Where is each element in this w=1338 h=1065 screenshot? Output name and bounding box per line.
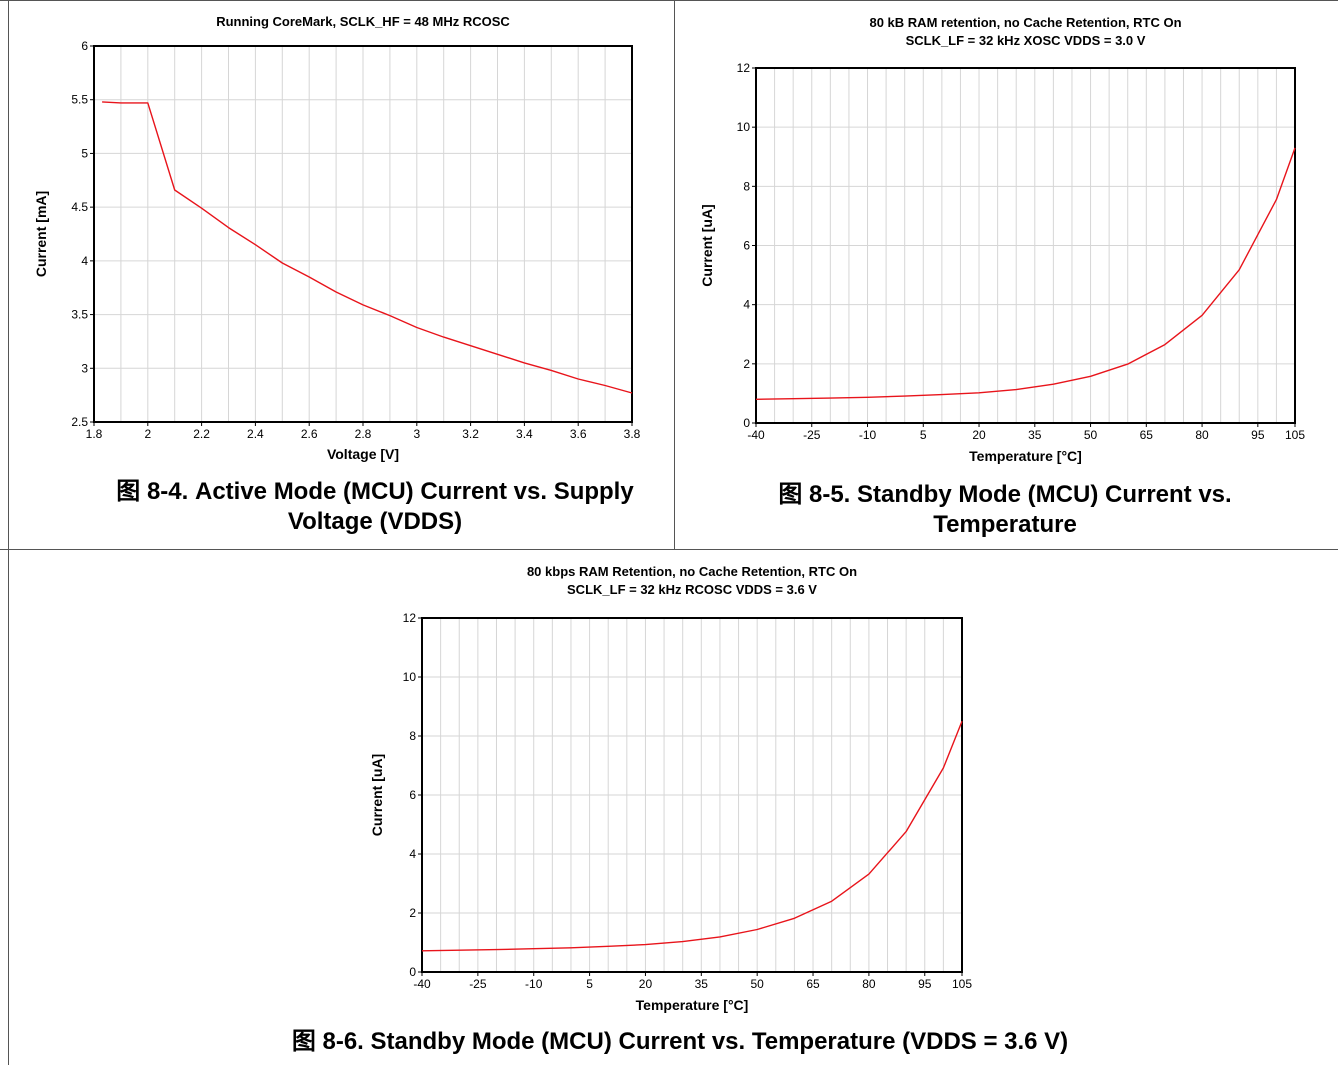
x-tick-label: 20 [972, 428, 986, 442]
y-axis-label: Current [uA] [699, 204, 715, 286]
x-tick-label: 65 [1140, 428, 1154, 442]
y-tick-label: 10 [403, 670, 417, 684]
figure-caption-8-5: 图 8-5. Standby Mode (MCU) Current vs. Te… [778, 481, 1232, 538]
y-axis-label: Current [uA] [369, 754, 385, 836]
x-axis-label: Temperature [°C] [969, 448, 1082, 464]
x-tick-label: 80 [862, 977, 876, 991]
y-tick-label: 2 [743, 357, 750, 371]
y-tick-label: 4 [743, 298, 750, 312]
x-tick-label: 105 [1285, 428, 1305, 442]
y-tick-label: 3 [81, 361, 88, 375]
y-tick-label: 6 [743, 239, 750, 253]
x-tick-label: -40 [413, 977, 431, 991]
y-tick-label: 2 [409, 906, 416, 920]
y-tick-label: 3.5 [71, 308, 88, 322]
y-tick-label: 4.5 [71, 200, 88, 214]
x-tick-label: 3.4 [516, 427, 533, 441]
chart-subtitle: SCLK_LF = 32 kHz XOSC VDDS = 3.0 V [906, 33, 1146, 48]
x-tick-label: 2.6 [301, 427, 318, 441]
x-tick-label: 3.8 [624, 427, 641, 441]
x-tick-label: 2.4 [247, 427, 264, 441]
x-tick-label: 95 [918, 977, 932, 991]
x-tick-label: 2.2 [193, 427, 210, 441]
x-tick-label: -10 [859, 428, 877, 442]
y-tick-label: 5.5 [71, 93, 88, 107]
table-border-divider [674, 0, 675, 549]
x-tick-label: -40 [747, 428, 765, 442]
y-tick-label: 2.5 [71, 415, 88, 429]
x-tick-label: 5 [586, 977, 593, 991]
y-tick-label: 0 [409, 965, 416, 979]
series-line-current [102, 101, 633, 394]
figure-caption-8-6: 图 8-6. Standby Mode (MCU) Current vs. Te… [291, 1028, 1069, 1055]
y-tick-label: 0 [743, 416, 750, 430]
x-axis-label: Voltage [V] [327, 446, 399, 462]
y-tick-label: 12 [403, 611, 417, 625]
x-tick-label: 2.8 [355, 427, 372, 441]
x-tick-label: 35 [695, 977, 709, 991]
y-tick-label: 4 [409, 847, 416, 861]
x-tick-label: -25 [803, 428, 821, 442]
chart-title: 80 kB RAM retention, no Cache Retention,… [869, 15, 1181, 30]
y-tick-label: 5 [81, 146, 88, 160]
x-tick-label: 3 [413, 427, 420, 441]
table-border-middle [0, 549, 1338, 550]
x-tick-label: 3.2 [462, 427, 479, 441]
y-tick-label: 12 [737, 61, 751, 75]
x-tick-label: 3.6 [570, 427, 587, 441]
x-tick-label: 20 [639, 977, 653, 991]
x-tick-label: 2 [144, 427, 151, 441]
x-tick-label: 5 [920, 428, 927, 442]
chart-title: 80 kbps RAM Retention, no Cache Retentio… [527, 564, 857, 579]
y-tick-label: 8 [743, 179, 750, 193]
x-tick-label: 65 [806, 977, 820, 991]
chart-title: Running CoreMark, SCLK_HF = 48 MHz RCOSC [216, 14, 510, 29]
x-axis-label: Temperature [°C] [636, 997, 749, 1013]
y-tick-label: 10 [737, 120, 751, 134]
x-tick-label: 95 [1251, 428, 1265, 442]
x-tick-label: 35 [1028, 428, 1042, 442]
x-tick-label: 50 [750, 977, 764, 991]
y-tick-label: 4 [81, 254, 88, 268]
table-border-top [0, 0, 1338, 1]
y-axis-label: Current [mA] [33, 191, 49, 277]
x-tick-label: -10 [525, 977, 543, 991]
x-tick-label: 50 [1084, 428, 1098, 442]
y-tick-label: 8 [409, 729, 416, 743]
x-tick-label: 80 [1195, 428, 1209, 442]
x-tick-label: 1.8 [86, 427, 103, 441]
y-tick-label: 6 [409, 788, 416, 802]
series-line-current [421, 721, 963, 952]
x-tick-label: 105 [952, 977, 972, 991]
figure-caption-8-4: 图 8-4. Active Mode (MCU) Current vs. Sup… [116, 478, 634, 535]
chart-subtitle: SCLK_LF = 32 kHz RCOSC VDDS = 3.6 V [567, 582, 817, 597]
y-tick-label: 6 [81, 39, 88, 53]
series-line-current [755, 147, 1296, 400]
x-tick-label: -25 [469, 977, 487, 991]
table-border-left [8, 0, 9, 1065]
